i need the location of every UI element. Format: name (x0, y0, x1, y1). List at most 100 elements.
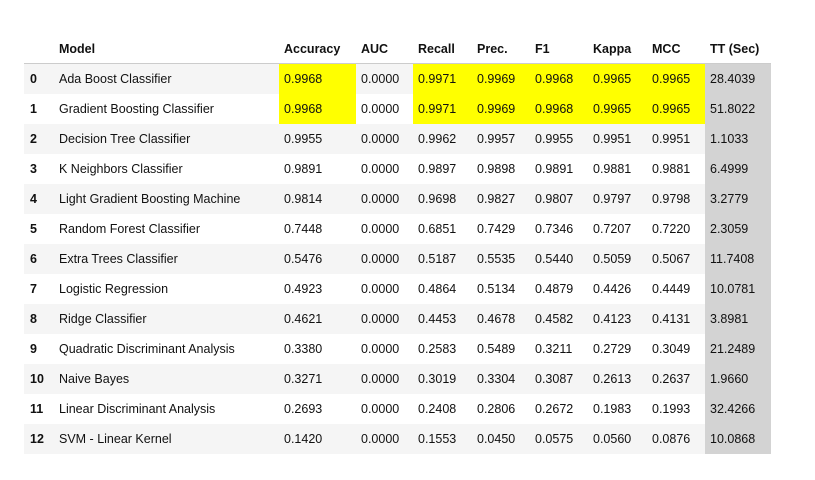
cell-tt: 2.3059 (705, 214, 771, 244)
row-index: 1 (24, 94, 54, 124)
cell-kappa: 0.2729 (588, 334, 647, 364)
cell-mcc: 0.0876 (647, 424, 705, 454)
cell-kappa: 0.9965 (588, 94, 647, 124)
cell-kappa: 0.9797 (588, 184, 647, 214)
cell-mcc: 0.5067 (647, 244, 705, 274)
cell-prec: 0.9969 (472, 63, 530, 94)
cell-prec: 0.9827 (472, 184, 530, 214)
table-row: 7 Logistic Regression 0.4923 0.0000 0.48… (24, 274, 771, 304)
cell-prec: 0.3304 (472, 364, 530, 394)
cell-accuracy: 0.5476 (279, 244, 356, 274)
cell-prec: 0.9969 (472, 94, 530, 124)
cell-auc: 0.0000 (356, 304, 413, 334)
row-index: 11 (24, 394, 54, 424)
cell-tt: 11.7408 (705, 244, 771, 274)
cell-kappa: 0.2613 (588, 364, 647, 394)
row-index: 9 (24, 334, 54, 364)
cell-f1: 0.9968 (530, 94, 588, 124)
table-row: 2 Decision Tree Classifier 0.9955 0.0000… (24, 124, 771, 154)
header-kappa: Kappa (588, 35, 647, 64)
cell-prec: 0.5489 (472, 334, 530, 364)
cell-f1: 0.9968 (530, 63, 588, 94)
cell-accuracy: 0.3271 (279, 364, 356, 394)
table-row: 6 Extra Trees Classifier 0.5476 0.0000 0… (24, 244, 771, 274)
row-index: 5 (24, 214, 54, 244)
cell-tt: 51.8022 (705, 94, 771, 124)
row-index: 2 (24, 124, 54, 154)
table-row: 10 Naive Bayes 0.3271 0.0000 0.3019 0.33… (24, 364, 771, 394)
cell-f1: 0.2672 (530, 394, 588, 424)
cell-kappa: 0.7207 (588, 214, 647, 244)
cell-kappa: 0.4426 (588, 274, 647, 304)
cell-f1: 0.7346 (530, 214, 588, 244)
cell-mcc: 0.9965 (647, 63, 705, 94)
cell-recall: 0.9971 (413, 63, 472, 94)
cell-tt: 3.8981 (705, 304, 771, 334)
cell-tt: 10.0781 (705, 274, 771, 304)
cell-prec: 0.9957 (472, 124, 530, 154)
cell-kappa: 0.9951 (588, 124, 647, 154)
cell-recall: 0.2583 (413, 334, 472, 364)
cell-f1: 0.4879 (530, 274, 588, 304)
cell-model: SVM - Linear Kernel (54, 424, 279, 454)
cell-recall: 0.3019 (413, 364, 472, 394)
cell-kappa: 0.4123 (588, 304, 647, 334)
header-prec: Prec. (472, 35, 530, 64)
table-row: 4 Light Gradient Boosting Machine 0.9814… (24, 184, 771, 214)
cell-kappa: 0.0560 (588, 424, 647, 454)
cell-recall: 0.5187 (413, 244, 472, 274)
cell-auc: 0.0000 (356, 63, 413, 94)
cell-model: Quadratic Discriminant Analysis (54, 334, 279, 364)
row-index: 3 (24, 154, 54, 184)
cell-prec: 0.2806 (472, 394, 530, 424)
cell-f1: 0.9955 (530, 124, 588, 154)
cell-kappa: 0.1983 (588, 394, 647, 424)
header-auc: AUC (356, 35, 413, 64)
cell-accuracy: 0.9968 (279, 63, 356, 94)
cell-accuracy: 0.3380 (279, 334, 356, 364)
cell-recall: 0.4864 (413, 274, 472, 304)
cell-recall: 0.9971 (413, 94, 472, 124)
cell-auc: 0.0000 (356, 364, 413, 394)
cell-auc: 0.0000 (356, 154, 413, 184)
header-model: Model (54, 35, 279, 64)
cell-accuracy: 0.9968 (279, 94, 356, 124)
cell-prec: 0.4678 (472, 304, 530, 334)
table-row: 0 Ada Boost Classifier 0.9968 0.0000 0.9… (24, 63, 771, 94)
cell-recall: 0.2408 (413, 394, 472, 424)
cell-kappa: 0.5059 (588, 244, 647, 274)
row-index: 6 (24, 244, 54, 274)
cell-tt: 1.9660 (705, 364, 771, 394)
cell-f1: 0.9891 (530, 154, 588, 184)
header-mcc: MCC (647, 35, 705, 64)
cell-auc: 0.0000 (356, 424, 413, 454)
row-index: 8 (24, 304, 54, 334)
cell-model: Gradient Boosting Classifier (54, 94, 279, 124)
header-index (24, 35, 54, 64)
cell-prec: 0.0450 (472, 424, 530, 454)
cell-model: Random Forest Classifier (54, 214, 279, 244)
cell-recall: 0.1553 (413, 424, 472, 454)
cell-kappa: 0.9965 (588, 63, 647, 94)
cell-mcc: 0.7220 (647, 214, 705, 244)
table-row: 11 Linear Discriminant Analysis 0.2693 0… (24, 394, 771, 424)
table-row: 8 Ridge Classifier 0.4621 0.0000 0.4453 … (24, 304, 771, 334)
cell-tt: 3.2779 (705, 184, 771, 214)
header-tt: TT (Sec) (705, 35, 771, 64)
cell-mcc: 0.9965 (647, 94, 705, 124)
table-row: 3 K Neighbors Classifier 0.9891 0.0000 0… (24, 154, 771, 184)
cell-tt: 21.2489 (705, 334, 771, 364)
cell-recall: 0.9698 (413, 184, 472, 214)
cell-accuracy: 0.7448 (279, 214, 356, 244)
cell-accuracy: 0.4621 (279, 304, 356, 334)
table-header-row: Model Accuracy AUC Recall Prec. F1 Kappa… (24, 35, 771, 64)
cell-auc: 0.0000 (356, 94, 413, 124)
cell-accuracy: 0.2693 (279, 394, 356, 424)
table-row: 1 Gradient Boosting Classifier 0.9968 0.… (24, 94, 771, 124)
cell-model: Ada Boost Classifier (54, 63, 279, 94)
cell-tt: 10.0868 (705, 424, 771, 454)
cell-tt: 32.4266 (705, 394, 771, 424)
cell-auc: 0.0000 (356, 334, 413, 364)
cell-accuracy: 0.4923 (279, 274, 356, 304)
